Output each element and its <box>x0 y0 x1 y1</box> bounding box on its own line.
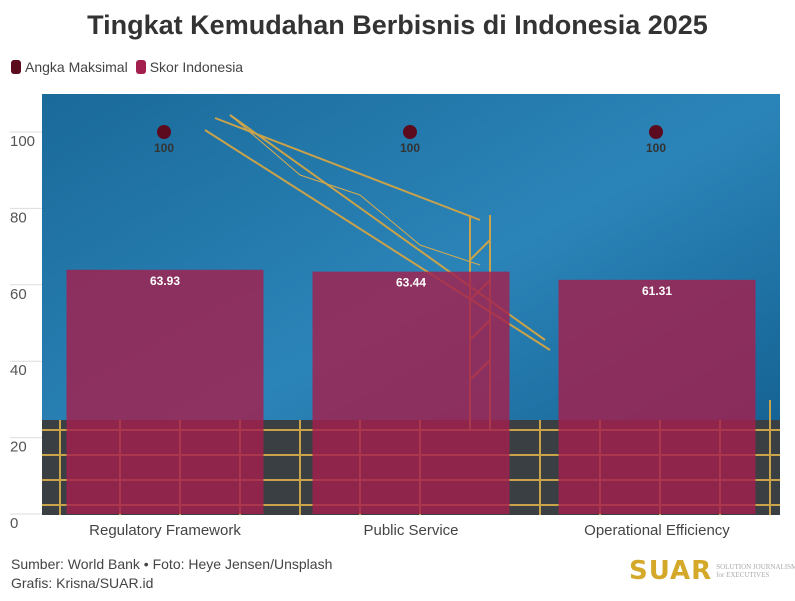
dot-angka-maksimal <box>157 125 171 139</box>
x-category-label: Public Service <box>363 522 458 539</box>
logo-tagline: SOLUTION JOURNALISM for EXECUTIVES <box>716 563 795 579</box>
y-tick-label: 60 <box>10 286 27 303</box>
dot-value-label: 100 <box>646 141 666 155</box>
legend-item-max: Angka Maksimal <box>11 59 128 75</box>
legend-label-max: Angka Maksimal <box>25 59 128 75</box>
bar-value-label: 63.93 <box>150 274 180 288</box>
dot-angka-maksimal <box>403 125 417 139</box>
legend-item-score: Skor Indonesia <box>135 59 244 75</box>
legend-swatch-score <box>135 60 146 74</box>
chart-title: Tingkat Kemudahan Berbisnis di Indonesia… <box>87 10 708 40</box>
bar-skor-indonesia <box>312 271 510 514</box>
credit-text: Grafis: Krisna/SUAR.id <box>11 575 154 591</box>
footer-source: Sumber: World Bank • Foto: Heye Jensen/U… <box>11 555 332 593</box>
legend: Angka Maksimal Skor Indonesia <box>11 59 243 75</box>
bar-skor-indonesia <box>66 269 264 514</box>
dot-value-label: 100 <box>154 141 174 155</box>
y-tick-label: 80 <box>10 209 27 226</box>
y-tick-label: 20 <box>10 439 27 456</box>
source-text: Sumber: World Bank • Foto: Heye Jensen/U… <box>11 556 333 572</box>
y-tick-label: 100 <box>10 133 35 150</box>
suar-logo: SUAR SOLUTION JOURNALISM for EXECUTIVES <box>629 556 795 586</box>
y-tick-label: 40 <box>10 362 27 379</box>
legend-label-score: Skor Indonesia <box>149 59 244 75</box>
legend-swatch-max <box>11 60 21 74</box>
x-category-label: Operational Efficiency <box>584 522 730 539</box>
bar-value-label: 63.44 <box>396 276 426 290</box>
x-category-label: Regulatory Framework <box>89 522 241 539</box>
bar-value-label: 61.31 <box>642 284 672 298</box>
dot-angka-maksimal <box>649 125 663 139</box>
dot-value-label: 100 <box>400 141 420 155</box>
y-tick-label: 0 <box>10 515 18 532</box>
logo-text: SUAR <box>629 556 713 586</box>
bar-skor-indonesia <box>558 279 756 514</box>
